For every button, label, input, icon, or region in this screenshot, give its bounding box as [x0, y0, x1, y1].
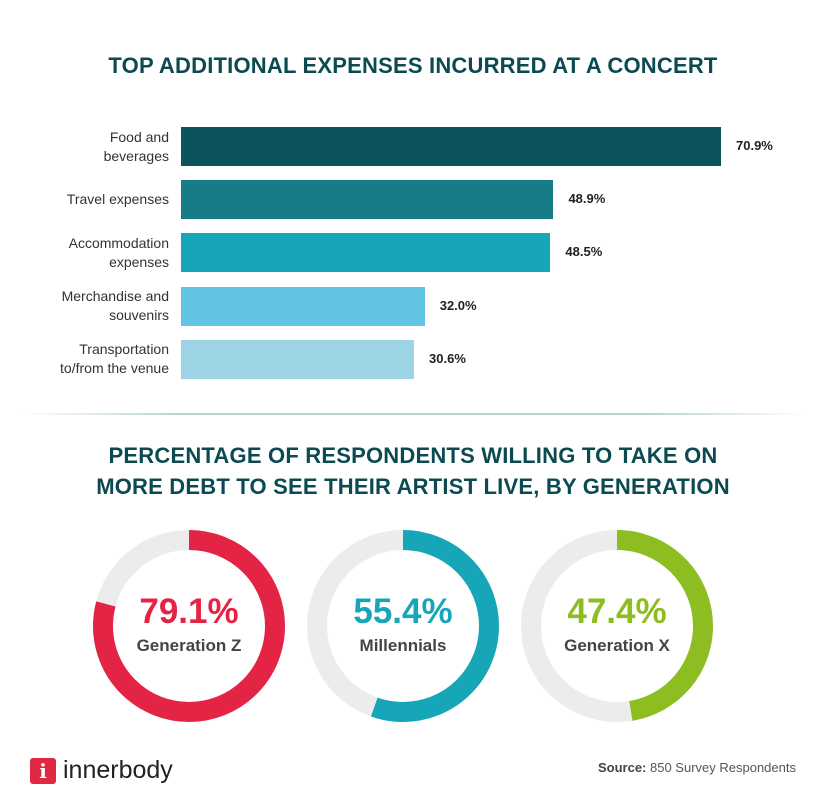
logo-icon: i — [30, 757, 56, 784]
bar-value-label: 70.9% — [736, 138, 773, 153]
bar-category-label: Transportation to/from the venue — [60, 340, 169, 378]
donut-value: 55.4% — [353, 592, 453, 631]
donut-chart-title: PERCENTAGE OF RESPONDENTS WILLING TO TAK… — [0, 440, 826, 502]
bar — [181, 286, 425, 326]
divider — [20, 413, 806, 415]
bar-category-label-line: Transportation — [79, 341, 169, 358]
donut-arc — [307, 530, 499, 722]
donut-svg — [93, 530, 713, 722]
bar-category-label-line: Food and — [109, 128, 169, 145]
bar-category-label: Food and beverages — [104, 128, 169, 166]
donut-value: 79.1% — [139, 592, 239, 631]
donut-label: Generation Z — [136, 636, 242, 655]
donut-label: Generation X — [564, 636, 670, 655]
bar — [181, 233, 551, 273]
source-text: 850 Survey Respondents — [646, 760, 796, 775]
bar-value-label: 30.6% — [429, 350, 466, 366]
bar-category-label-line: Accommodation — [68, 234, 169, 251]
donut-title-line-1: PERCENTAGE OF RESPONDENTS WILLING TO TAK… — [108, 443, 718, 468]
bar-category-label-line: beverages — [103, 147, 169, 164]
donut-arc — [521, 530, 713, 722]
donut-value: 47.4% — [567, 592, 667, 631]
bar-category-label: Merchandise and souvenirs — [62, 287, 169, 325]
bar-category-label-line: Merchandise and — [61, 288, 169, 305]
bar — [181, 180, 554, 220]
donut-arc — [93, 530, 285, 722]
bar-category-label: Accommodation expenses — [69, 234, 169, 272]
donut-label: Millennials — [359, 636, 447, 655]
donut-title-line-2: MORE DEBT TO SEE THEIR ARTIST LIVE, BY G… — [96, 474, 730, 499]
bar-category-label-line: to/from the venue — [60, 360, 169, 377]
bar-value-label: 48.5% — [565, 244, 603, 260]
bar-value-label: 32.0% — [439, 297, 477, 313]
bar — [181, 339, 415, 379]
bar — [181, 127, 721, 166]
bar-chart-title: TOP ADDITIONAL EXPENSES INCURRED AT A CO… — [108, 53, 718, 78]
source-label: Source: — [597, 760, 647, 775]
innerbody-logo: i innerbody — [30, 756, 173, 785]
bar-category-label-line: Travel expenses — [66, 191, 169, 208]
source-note: Source: 850 Survey Respondents — [598, 760, 796, 775]
bar-category-label: Travel expenses — [67, 190, 169, 209]
bar-category-label-line: souvenirs — [109, 307, 169, 324]
logo-text: innerbody — [63, 756, 173, 784]
bar-value-label: 48.9% — [568, 191, 606, 207]
bar-category-label-line: expenses — [109, 253, 169, 270]
